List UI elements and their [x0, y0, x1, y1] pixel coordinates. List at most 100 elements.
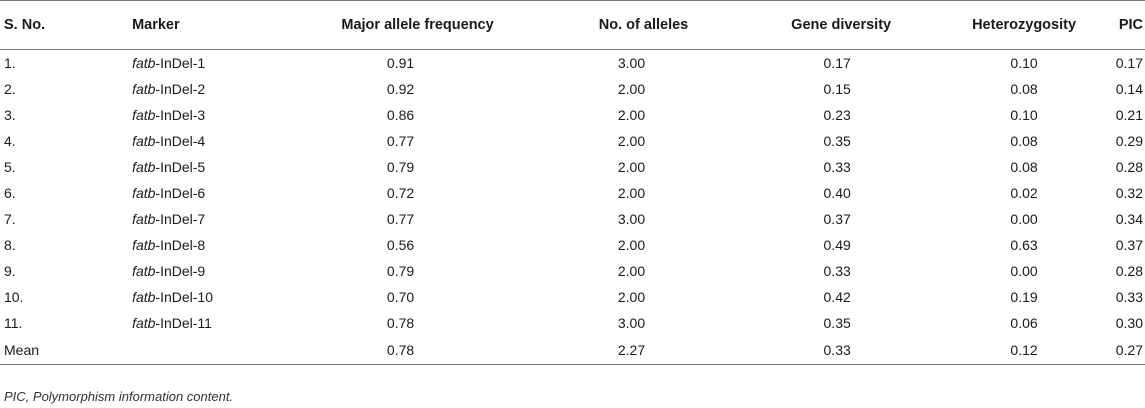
cell-heterozygosity: 0.02	[1010, 185, 1038, 201]
marker-suffix: -InDel-3	[155, 107, 206, 123]
cell-gene-diversity: 0.35	[823, 133, 851, 149]
cell-sno: 10.	[4, 289, 24, 305]
header-row: S. No. Marker Major allele frequency No.…	[0, 0, 1145, 50]
cell-marker: fatb-InDel-8	[132, 232, 280, 258]
table-header: S. No. Marker Major allele frequency No.…	[0, 0, 1145, 50]
cell-major-allele-frequency: 0.56	[386, 237, 415, 253]
cell-major-allele-frequency: 0.77	[386, 211, 415, 227]
cell-no-of-alleles: 2.00	[617, 263, 646, 279]
marker-suffix: -InDel-1	[155, 55, 206, 71]
mean-major-allele-frequency: 0.78	[279, 336, 522, 365]
cell-sno: 4.	[4, 133, 16, 149]
cell-marker: fatb-InDel-4	[132, 128, 280, 154]
cell-heterozygosity: 0.10	[1010, 107, 1038, 123]
cell-marker: fatb-InDel-1	[132, 50, 280, 77]
cell-pic: 0.21	[1115, 107, 1143, 123]
marker-gene-name: fatb	[132, 237, 156, 253]
cell-major-allele-frequency: 0.78	[386, 315, 415, 331]
marker-gene-name: fatb	[132, 289, 156, 305]
cell-sno: 7.	[4, 211, 16, 227]
marker-suffix: -InDel-5	[155, 159, 206, 175]
cell-sno: 5.	[4, 159, 16, 175]
cell-no-of-alleles: 2.00	[617, 159, 646, 175]
cell-heterozygosity: 0.08	[1010, 159, 1038, 175]
cell-sno: 11.	[4, 315, 23, 331]
cell-pic: 0.17	[1115, 55, 1143, 71]
cell-pic: 0.28	[1115, 159, 1143, 175]
cell-pic: 0.33	[1115, 289, 1143, 305]
cell-marker: fatb-InDel-11	[132, 310, 280, 336]
table-row: 7. fatb-InDel-7 0.77 3.00 0.37 0.00 0.34	[0, 206, 1145, 232]
cell-major-allele-frequency: 0.92	[386, 81, 415, 97]
marker-gene-name: fatb	[132, 159, 156, 175]
cell-sno: 6.	[4, 185, 16, 201]
cell-heterozygosity: 0.08	[1010, 81, 1038, 97]
cell-sno: 9.	[4, 263, 16, 279]
marker-gene-name: fatb	[132, 133, 156, 149]
table-row: 1. fatb-InDel-1 0.91 3.00 0.17 0.10 0.17	[0, 50, 1145, 77]
marker-gene-name: fatb	[132, 315, 156, 331]
cell-pic: 0.29	[1115, 133, 1143, 149]
header-sno: S. No.	[0, 0, 133, 50]
mean-label: Mean	[0, 336, 133, 365]
cell-gene-diversity: 0.49	[823, 237, 851, 253]
marker-suffix: -InDel-8	[155, 237, 206, 253]
cell-no-of-alleles: 2.00	[617, 289, 646, 305]
table-row: 3. fatb-InDel-3 0.86 2.00 0.23 0.10 0.21	[0, 102, 1145, 128]
cell-gene-diversity: 0.15	[823, 81, 851, 97]
table-row: 10. fatb-InDel-10 0.70 2.00 0.42 0.19 0.…	[0, 284, 1145, 310]
marker-gene-name: fatb	[132, 107, 156, 123]
cell-heterozygosity: 0.06	[1010, 315, 1038, 331]
mean-heterozygosity: 0.12	[932, 336, 1116, 365]
mean-pic: 0.27	[1115, 336, 1145, 365]
mean-gene-diversity: 0.33	[741, 336, 933, 365]
mean-no-of-alleles: 2.27	[521, 336, 742, 365]
cell-sno: 2.	[4, 81, 16, 97]
marker-suffix: -InDel-7	[155, 211, 206, 227]
header-marker: Marker	[132, 0, 280, 50]
table-footnote: PIC, Polymorphism information content.	[4, 389, 234, 404]
cell-heterozygosity: 0.10	[1010, 55, 1038, 71]
table-row: 6. fatb-InDel-6 0.72 2.00 0.40 0.02 0.32	[0, 180, 1145, 206]
header-gene-diversity: Gene diversity	[741, 0, 933, 50]
table-row: 4. fatb-InDel-4 0.77 2.00 0.35 0.08 0.29	[0, 128, 1145, 154]
cell-marker: fatb-InDel-7	[132, 206, 280, 232]
cell-major-allele-frequency: 0.72	[386, 185, 415, 201]
cell-gene-diversity: 0.17	[823, 55, 851, 71]
cell-heterozygosity: 0.63	[1010, 237, 1038, 253]
marker-gene-name: fatb	[132, 55, 156, 71]
cell-pic: 0.28	[1115, 263, 1143, 279]
cell-pic: 0.32	[1115, 185, 1143, 201]
marker-gene-name: fatb	[132, 263, 156, 279]
header-heterozygosity: Heterozygosity	[932, 0, 1116, 50]
cell-marker: fatb-InDel-2	[132, 76, 280, 102]
cell-no-of-alleles: 2.00	[617, 185, 646, 201]
marker-suffix: -InDel-9	[155, 263, 206, 279]
cell-pic: 0.14	[1115, 81, 1143, 97]
cell-marker: fatb-InDel-5	[132, 154, 280, 180]
cell-no-of-alleles: 2.00	[617, 237, 646, 253]
table-body: 1. fatb-InDel-1 0.91 3.00 0.17 0.10 0.17…	[0, 50, 1145, 365]
table-row: 11. fatb-InDel-11 0.78 3.00 0.35 0.06 0.…	[0, 310, 1145, 336]
cell-major-allele-frequency: 0.70	[386, 289, 415, 305]
cell-no-of-alleles: 2.00	[617, 81, 646, 97]
cell-major-allele-frequency: 0.91	[386, 55, 415, 71]
cell-pic: 0.30	[1115, 315, 1143, 331]
cell-marker: fatb-InDel-10	[132, 284, 280, 310]
cell-gene-diversity: 0.40	[823, 185, 851, 201]
cell-no-of-alleles: 3.00	[617, 211, 646, 227]
cell-gene-diversity: 0.42	[823, 289, 851, 305]
cell-gene-diversity: 0.33	[823, 263, 851, 279]
cell-gene-diversity: 0.37	[823, 211, 851, 227]
cell-major-allele-frequency: 0.79	[386, 159, 415, 175]
mean-marker-empty	[132, 336, 280, 365]
marker-suffix: -InDel-11	[155, 315, 212, 331]
cell-no-of-alleles: 2.00	[617, 133, 646, 149]
cell-marker: fatb-InDel-9	[132, 258, 280, 284]
table-row: 2. fatb-InDel-2 0.92 2.00 0.15 0.08 0.14	[0, 76, 1145, 102]
marker-diversity-table: S. No. Marker Major allele frequency No.…	[0, 0, 1145, 365]
marker-suffix: -InDel-10	[155, 289, 214, 305]
cell-sno: 3.	[4, 107, 16, 123]
header-major-allele-frequency: Major allele frequency	[279, 0, 522, 50]
cell-heterozygosity: 0.08	[1010, 133, 1038, 149]
